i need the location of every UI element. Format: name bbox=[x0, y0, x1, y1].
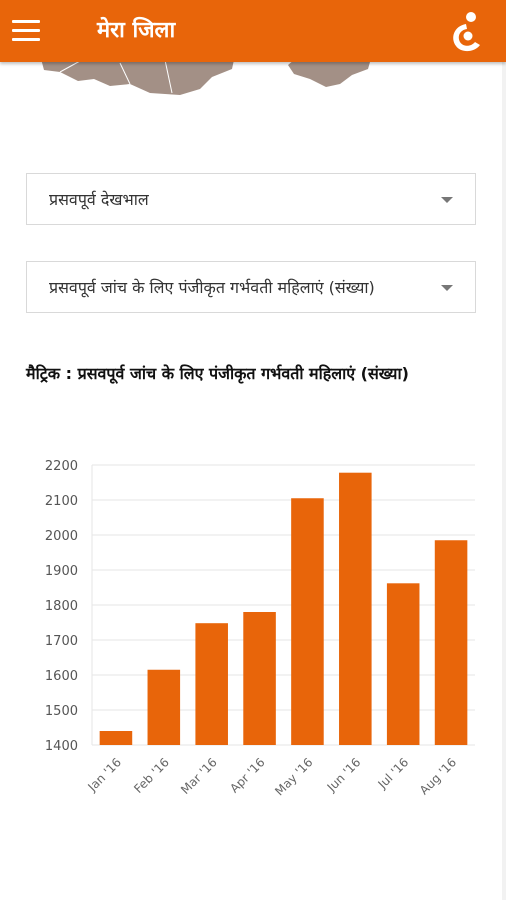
y-tick-label: 1500 bbox=[45, 704, 78, 719]
x-tick-label: Jun '16 bbox=[324, 755, 364, 795]
bar bbox=[386, 583, 420, 745]
y-tick-label: 1400 bbox=[45, 739, 78, 754]
category-dropdown[interactable]: प्रसवपूर्व देखभाल bbox=[26, 173, 476, 225]
x-tick-label: Jul '16 bbox=[375, 755, 412, 792]
page-title: मेरा जिला bbox=[97, 18, 176, 43]
metric-dropdown[interactable]: प्रसवपूर्व जांच के लिए पंजीकृत गर्भवती म… bbox=[26, 261, 476, 313]
y-tick-label: 1800 bbox=[45, 599, 78, 614]
bar-chart: 1400 1500 1600 1700 1800 1900 2000 2100 2200 Jan … bbox=[45, 459, 475, 798]
chevron-down-icon bbox=[441, 285, 453, 291]
app-bar: मेरा जिला bbox=[0, 0, 506, 62]
district-map-strip bbox=[40, 55, 372, 95]
y-tick-label: 2200 bbox=[45, 459, 78, 474]
chart-title: मैट्रिक : प्रसवपूर्व जांच के लिए पंजीकृत… bbox=[26, 364, 409, 383]
y-tick-label: 2100 bbox=[45, 494, 78, 509]
category-dropdown-value: प्रसवपूर्व देखभाल bbox=[49, 190, 149, 209]
bar bbox=[147, 669, 181, 745]
y-tick-label: 2000 bbox=[45, 529, 78, 544]
bar bbox=[99, 731, 133, 745]
metric-dropdown-value: प्रसवपूर्व जांच के लिए पंजीकृत गर्भवती म… bbox=[49, 278, 375, 297]
bar bbox=[195, 623, 228, 745]
x-tick-label: Aug '16 bbox=[417, 755, 459, 797]
y-tick-label: 1700 bbox=[45, 634, 78, 649]
x-tick-label: Feb '16 bbox=[131, 755, 172, 796]
bar bbox=[434, 540, 468, 745]
x-tick-label: Apr '16 bbox=[227, 755, 267, 795]
bar bbox=[291, 498, 324, 745]
x-tick-label: Jan '16 bbox=[85, 755, 125, 795]
mother-child-logo-icon bbox=[453, 12, 480, 52]
chevron-down-icon bbox=[441, 197, 453, 203]
y-tick-label: 1900 bbox=[45, 564, 78, 579]
scrollbar-track bbox=[502, 62, 506, 900]
x-tick-label: Mar '16 bbox=[178, 755, 220, 797]
hamburger-menu-icon[interactable] bbox=[10, 16, 44, 46]
x-tick-label: May '16 bbox=[272, 755, 315, 798]
y-tick-label: 1600 bbox=[45, 669, 78, 684]
bar bbox=[339, 472, 372, 745]
bar bbox=[243, 612, 276, 745]
